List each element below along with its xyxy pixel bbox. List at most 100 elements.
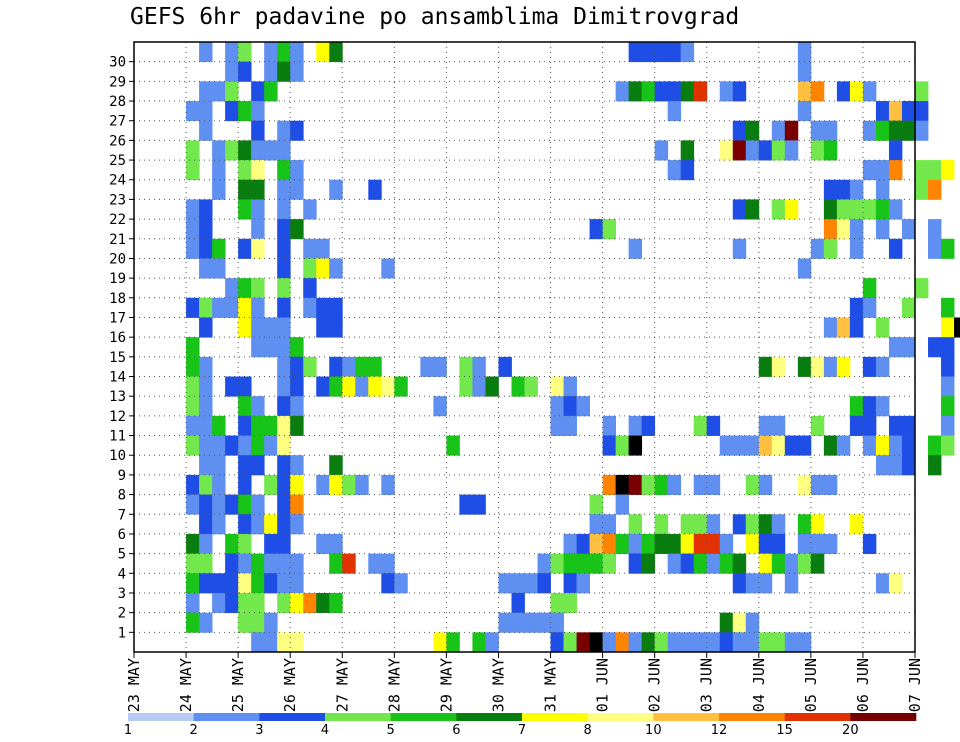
heatmap-cell xyxy=(251,199,265,220)
y-tick-label: 11 xyxy=(109,429,126,445)
heatmap-cell xyxy=(849,179,864,200)
heatmap-cell xyxy=(732,514,747,535)
heatmap-cell xyxy=(342,356,356,377)
heatmap-cell xyxy=(823,533,838,555)
x-tick-label: 07 JUN xyxy=(906,658,924,712)
heatmap-cell xyxy=(836,81,851,102)
heatmap-cell xyxy=(316,297,330,318)
heatmap-cell xyxy=(316,592,330,614)
heatmap-cell xyxy=(238,376,252,397)
heatmap-cell xyxy=(186,238,200,259)
heatmap-cell xyxy=(849,317,864,338)
heatmap-cell xyxy=(862,533,877,555)
heatmap-cell xyxy=(238,494,252,515)
heatmap-cell xyxy=(941,317,955,338)
heatmap-cell xyxy=(511,376,525,397)
heatmap-cell xyxy=(277,179,291,200)
heatmap-cell xyxy=(238,592,252,614)
heatmap-cell xyxy=(186,494,200,515)
heatmap-cell xyxy=(511,612,525,633)
heatmap-cell xyxy=(225,376,239,397)
heatmap-cell xyxy=(888,573,903,594)
heatmap-cell xyxy=(238,238,252,259)
heatmap-cell xyxy=(472,632,486,653)
heatmap-cell xyxy=(251,140,265,161)
heatmap-cell xyxy=(589,632,603,653)
heatmap-cell xyxy=(199,415,213,436)
heatmap-cell xyxy=(251,278,265,299)
heatmap-cell xyxy=(511,592,525,614)
x-tick-label: 25 MAY xyxy=(229,658,247,712)
heatmap-cell xyxy=(784,553,799,574)
heatmap-cell xyxy=(589,219,603,240)
heatmap-cell xyxy=(329,553,343,574)
heatmap-cell xyxy=(199,474,213,495)
heatmap-cell xyxy=(836,179,851,200)
heatmap-cell xyxy=(277,258,291,279)
heatmap-cell xyxy=(225,494,239,515)
heatmap-cell xyxy=(771,533,786,555)
heatmap-cell xyxy=(199,297,213,318)
heatmap-cell xyxy=(277,573,291,594)
colorbar-label: 5 xyxy=(387,723,395,738)
heatmap-cell xyxy=(771,356,786,377)
heatmap-cell xyxy=(602,533,617,555)
heatmap-cell xyxy=(186,435,200,456)
heatmap-cell xyxy=(251,219,265,240)
heatmap-cell xyxy=(719,632,734,653)
x-tick-label: 27 MAY xyxy=(333,658,351,712)
heatmap-cell xyxy=(277,278,291,299)
heatmap-cell xyxy=(277,592,291,614)
heatmap-cell xyxy=(329,317,343,338)
heatmap-cell xyxy=(186,376,200,397)
heatmap-cell xyxy=(511,573,525,594)
y-tick-label: 9 xyxy=(118,468,126,484)
heatmap-cell xyxy=(693,474,708,495)
heatmap-cell xyxy=(472,494,486,515)
heatmap-cell xyxy=(901,101,916,122)
heatmap-cell xyxy=(719,533,734,555)
heatmap-cell xyxy=(186,553,200,574)
heatmap-cell xyxy=(628,533,643,555)
heatmap-cell xyxy=(915,120,929,141)
heatmap-cell xyxy=(264,140,278,161)
heatmap-cell xyxy=(706,632,721,653)
heatmap-cell xyxy=(277,42,291,63)
y-tick-label: 17 xyxy=(109,310,126,326)
heatmap-cell xyxy=(264,553,278,574)
heatmap-cell xyxy=(368,376,382,397)
heatmap-cell xyxy=(667,632,682,653)
heatmap-cell xyxy=(849,415,864,436)
colorbar-swatch xyxy=(719,713,785,721)
heatmap-cell xyxy=(199,435,213,456)
heatmap-cell xyxy=(745,199,760,220)
heatmap-cell xyxy=(901,435,916,456)
heatmap-cell xyxy=(758,573,773,594)
heatmap-cell xyxy=(862,415,877,436)
heatmap-cell xyxy=(459,494,473,515)
heatmap-cell xyxy=(238,199,252,220)
heatmap-cell xyxy=(342,376,356,397)
heatmap-cell xyxy=(290,61,304,82)
heatmap-cell xyxy=(264,474,278,495)
colorbar-label: 7 xyxy=(518,723,526,738)
heatmap-cell xyxy=(628,81,643,102)
heatmap-cell xyxy=(329,376,343,397)
heatmap-cell xyxy=(355,356,369,377)
colorbar-label: 6 xyxy=(452,723,460,738)
heatmap-cell xyxy=(719,553,734,574)
heatmap-cell xyxy=(277,120,291,141)
heatmap-cell xyxy=(563,553,577,574)
heatmap-cell xyxy=(928,435,942,456)
heatmap-cell xyxy=(745,612,760,633)
heatmap-cell xyxy=(928,238,942,259)
heatmap-cell xyxy=(433,356,447,377)
heatmap-cell xyxy=(550,415,564,436)
heatmap-cell xyxy=(667,101,682,122)
heatmap-cell xyxy=(303,199,317,220)
heatmap-cell xyxy=(797,553,812,574)
heatmap-cell xyxy=(823,199,838,220)
heatmap-cell xyxy=(212,592,226,614)
heatmap-cell xyxy=(654,474,669,495)
